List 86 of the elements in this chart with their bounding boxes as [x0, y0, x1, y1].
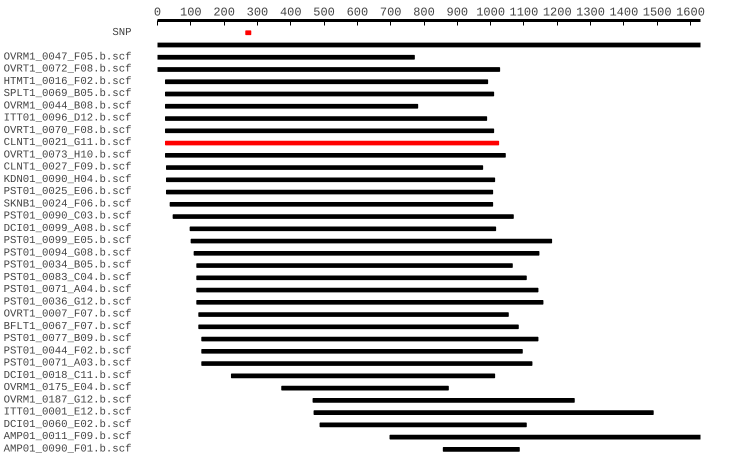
y-tick-label: AMP01_0011_F09.b.scf — [4, 431, 132, 444]
y-tick-label: OVRM1_0047_F05.b.scf — [4, 51, 132, 64]
bar — [164, 116, 488, 121]
bar — [196, 288, 538, 292]
bar — [170, 202, 494, 207]
bar — [196, 263, 513, 268]
x-tick-label: 0 — [154, 6, 162, 20]
bar — [164, 79, 488, 84]
bar — [172, 214, 514, 219]
bar — [164, 128, 494, 134]
bar — [158, 54, 415, 60]
bar — [166, 165, 484, 170]
bar — [314, 410, 654, 415]
y-tick-label: PST01_0090_C03.b.scf — [4, 210, 132, 223]
bar — [190, 238, 552, 244]
y-tick-label: SNP — [112, 26, 132, 39]
y-tick-label: OVRT1_0070_F08.b.scf — [4, 124, 132, 137]
y-tick-label: KDN01_0090_H04.b.scf — [4, 174, 132, 186]
y-tick-label: DCI01_0018_C11.b.scf — [4, 370, 132, 382]
y-tick-label: PST01_0071_A03.b.scf — [4, 358, 132, 370]
x-tick-label: 200 — [213, 6, 235, 20]
y-tick-label: PST01_0036_G12.b.scf — [4, 296, 132, 308]
x-tick-label: 400 — [280, 6, 302, 20]
y-tick-label: OVRT1_0073_H10.b.scf — [4, 149, 132, 162]
bar — [190, 226, 496, 232]
bar — [164, 152, 506, 158]
y-tick-label: SKNB1_0024_F06.b.scf — [4, 198, 132, 210]
y-tick-label: OVRM1_0044_B08.b.scf — [4, 100, 132, 112]
y-tick-label: ITT01_0001_E12.b.scf — [4, 406, 132, 419]
bar — [164, 92, 494, 96]
y-tick-label: ITT01_0096_D12.b.scf — [4, 112, 132, 125]
x-tick-label: 1200 — [542, 6, 572, 20]
x-tick-label: 500 — [313, 6, 335, 20]
y-tick-label: PST01_0025_E06.b.scf — [4, 186, 132, 198]
x-tick-label: 1500 — [642, 6, 672, 20]
y-tick-label: PST01_0083_C04.b.scf — [4, 272, 132, 284]
x-tick-label: 1000 — [476, 6, 506, 20]
x-tick-label: 1100 — [510, 6, 538, 20]
x-tick-label: 900 — [446, 6, 468, 20]
bar — [312, 398, 575, 403]
y-tick-label: AMP01_0090_F01.b.scf — [4, 443, 132, 456]
y-tick-label: CLNT1_0027_F09.b.scf — [4, 162, 132, 174]
x-tick-label: 100 — [180, 6, 202, 20]
y-tick-label: BFLT1_0067_F07.b.scf — [4, 320, 132, 333]
x-tick-label: 300 — [246, 6, 268, 20]
y-tick-label: DCI01_0099_A08.b.scf — [4, 222, 132, 235]
y-tick-label: PST01_0094_G08.b.scf — [4, 247, 132, 260]
y-tick-label: PST01_0034_B05.b.scf — [4, 260, 132, 272]
y-tick-label: CLNT1_0021_G11.b.scf — [4, 137, 132, 150]
bar — [194, 250, 540, 256]
bar — [230, 374, 496, 378]
bar — [158, 42, 700, 48]
x-tick-label: 1600 — [676, 6, 705, 20]
bar — [201, 361, 532, 366]
bar — [166, 190, 494, 194]
bar — [198, 324, 519, 330]
y-tick-label: PST01_0099_E05.b.scf — [4, 235, 132, 248]
y-tick-label: OVRT1_0072_F08.b.scf — [4, 64, 132, 76]
bar — [196, 275, 527, 280]
y-tick-label: DCI01_0060_E02.b.scf — [4, 418, 132, 431]
x-tick-label: 800 — [413, 6, 435, 20]
bar — [164, 104, 418, 109]
y-tick-label: OVRT1_0007_F07.b.scf — [4, 308, 132, 321]
x-tick-label: 1300 — [576, 6, 605, 20]
y-tick-label: PST01_0077_B09.b.scf — [4, 333, 132, 346]
bar — [442, 447, 520, 452]
bar — [201, 349, 523, 354]
bar — [198, 312, 509, 317]
y-tick-label: SPLT1_0069_B05.b.scf — [4, 88, 132, 100]
x-tick-label: 700 — [380, 6, 402, 20]
y-tick-label: HTMT1_0016_F02.b.scf — [4, 76, 132, 88]
bar — [245, 30, 252, 36]
bar — [201, 336, 538, 342]
x-tick-label: 600 — [346, 6, 368, 20]
y-tick-label: OVRM1_0187_G12.b.scf — [4, 394, 132, 406]
bar — [281, 386, 449, 390]
y-tick-label: OVRM1_0175_E04.b.scf — [4, 382, 132, 394]
bar — [390, 434, 700, 440]
y-tick-label: PST01_0044_F02.b.scf — [4, 345, 132, 358]
y-tick-label: PST01_0071_A04.b.scf — [4, 284, 132, 296]
bar — [164, 140, 500, 146]
bar — [196, 300, 544, 305]
bar — [158, 67, 500, 72]
bar — [320, 422, 527, 428]
x-tick-label: 1400 — [609, 6, 638, 20]
bar — [166, 177, 496, 182]
